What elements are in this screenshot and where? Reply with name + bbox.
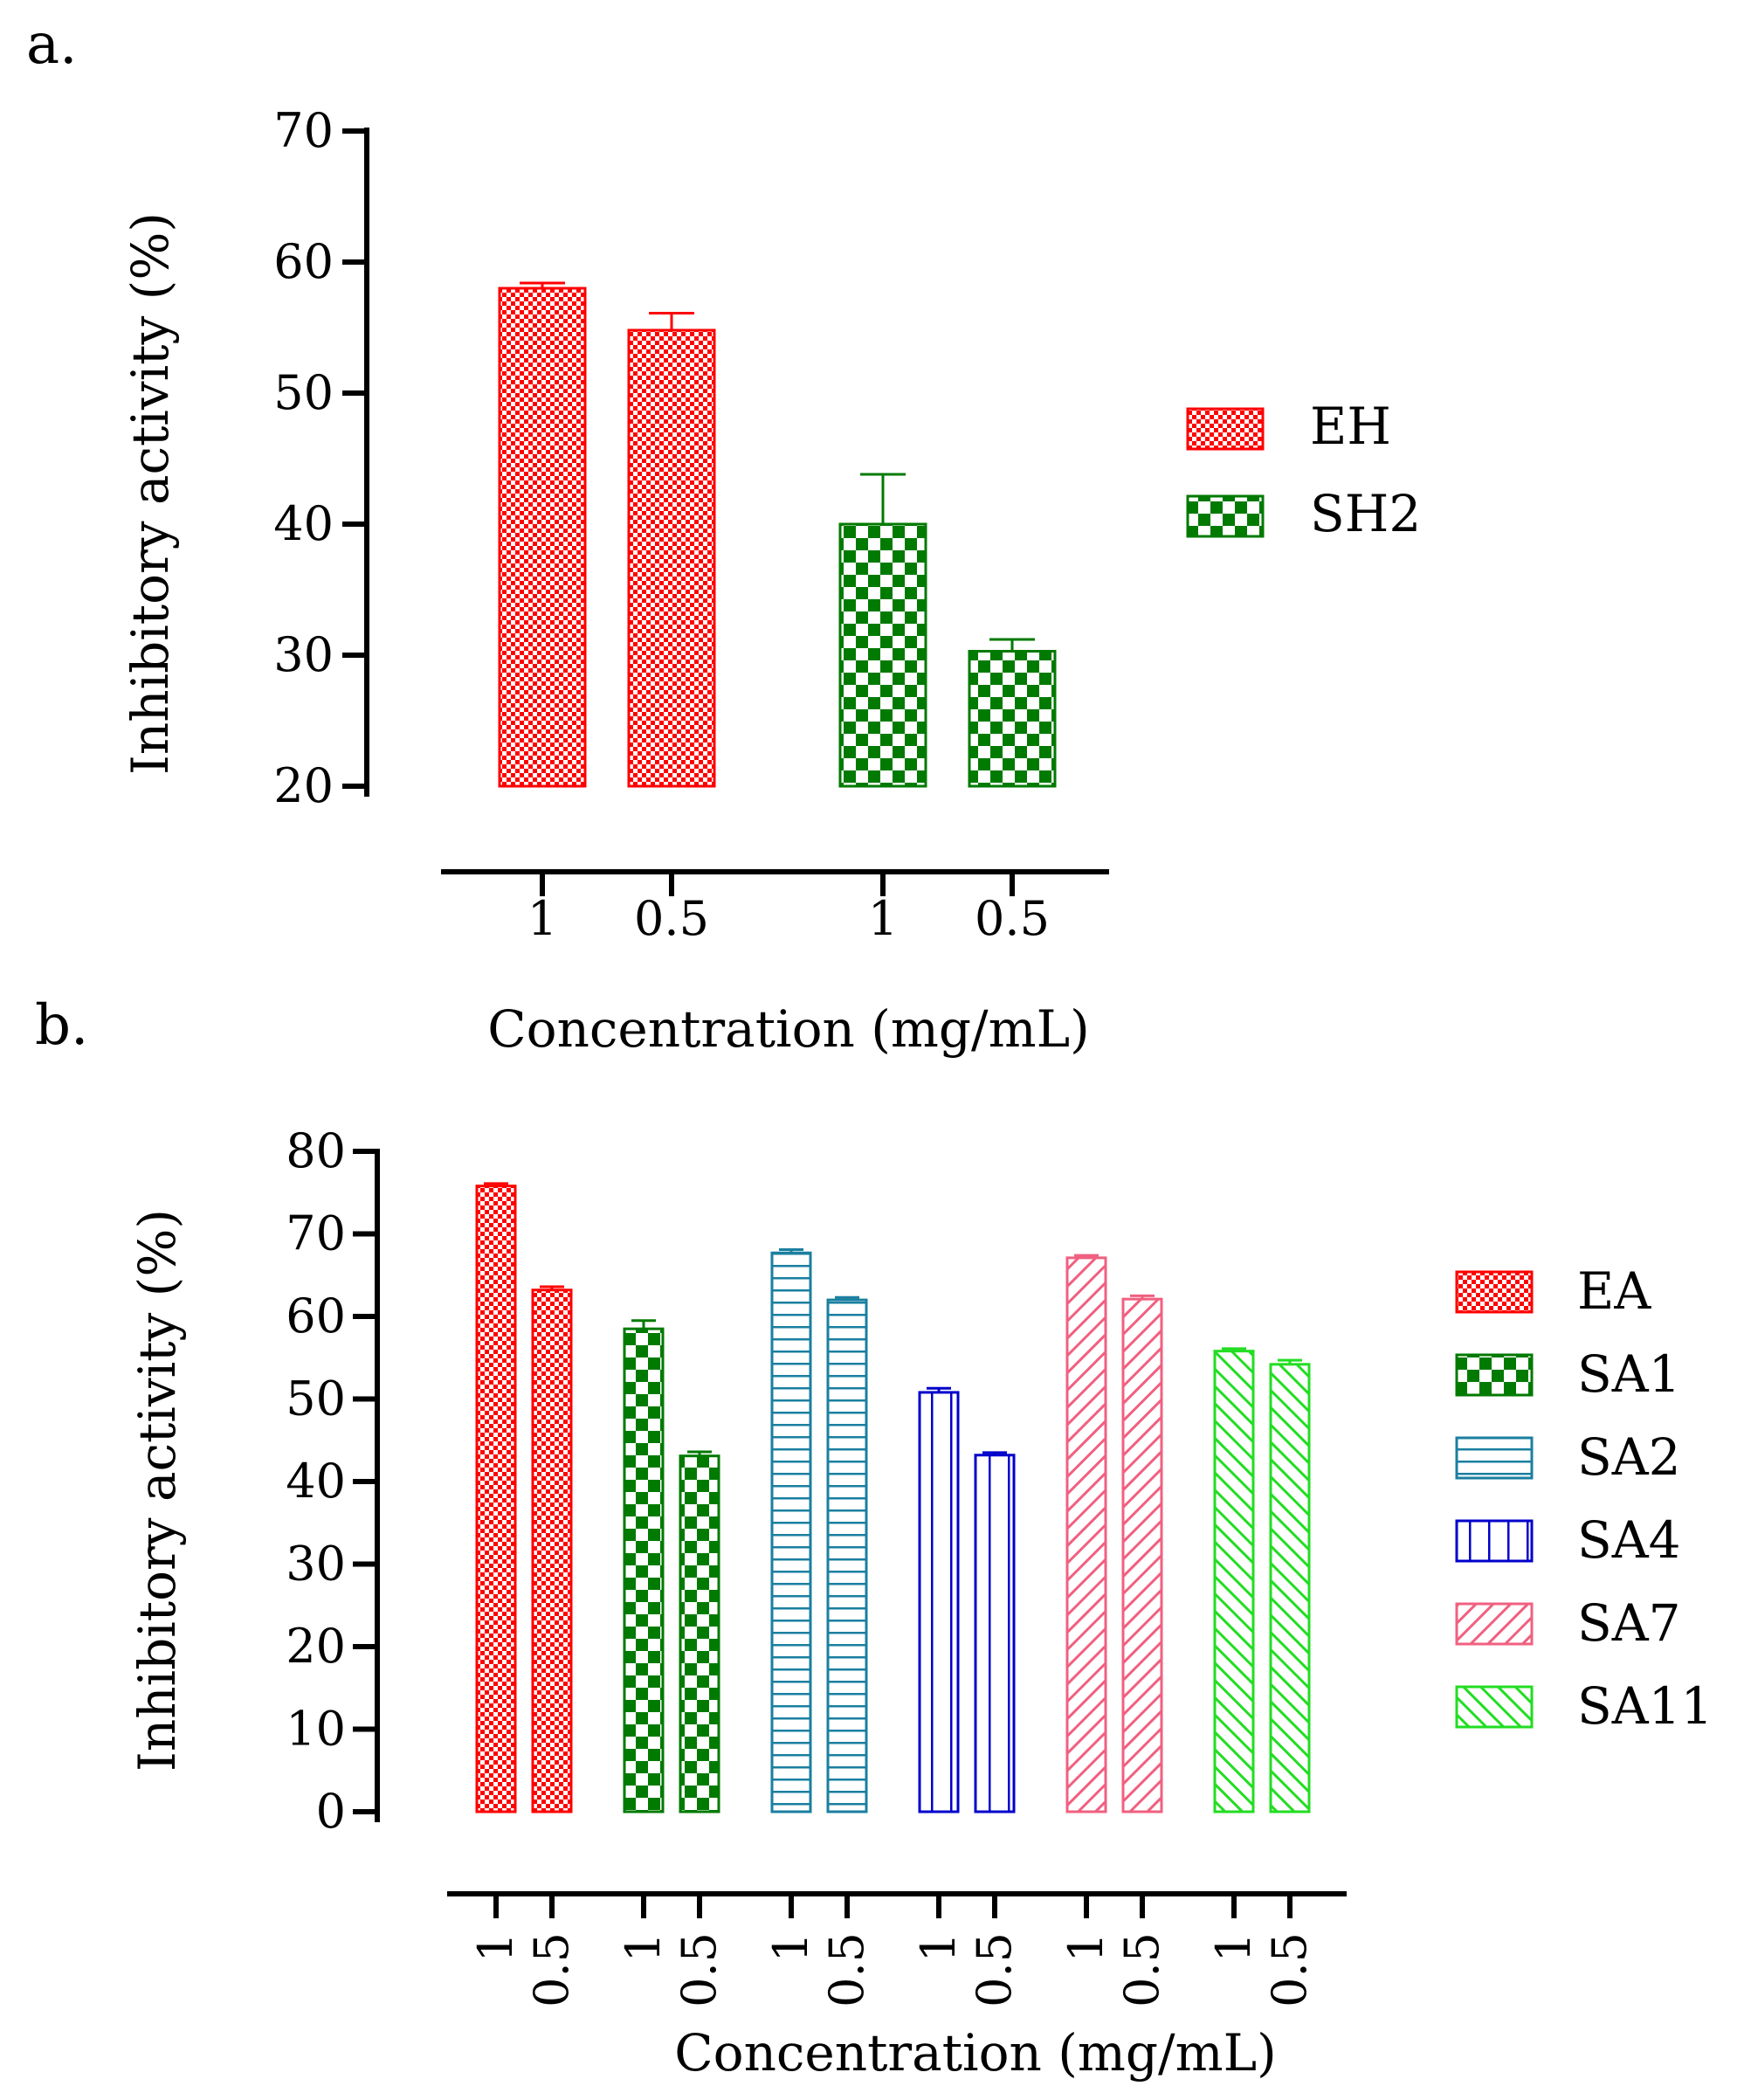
panel-a-x-tick-label: 1 [868,891,898,946]
panel-a-y-tick-label: 70 [273,103,334,158]
panel-a-legend-label-sh2: SH2 [1310,484,1421,543]
panel-b-legend-label-sa7: SA7 [1577,1593,1681,1653]
panel-b-y-tick-label: 80 [286,1123,346,1178]
panel-b: b. Inhibitory activity (%) 0 10 20 30 40 50 60… [35,993,1713,2083]
panel-a-y-tick-label: 20 [273,758,334,813]
panel-b-y-tick-label: 30 [286,1537,346,1592]
panel-b-y-tick-label: 40 [286,1454,346,1509]
panel-b-legend-label-sa1: SA1 [1577,1344,1681,1404]
panel-a-x-tick-label: 1 [527,891,557,946]
panel-b-legend-label-sa11: SA11 [1577,1676,1713,1736]
panel-b-bar-sa2-0_5 [826,1298,868,1813]
panel-a-legend-swatch-sh2 [1186,494,1265,538]
panel-a-y-axis-title: Inhibitory activity (%) [121,212,180,775]
panel-b-legend-swatch-sa11 [1455,1685,1534,1729]
panel-b-bar-sa4-0_5 [974,1454,1016,1813]
panel-b-bar-sa1-0_5 [679,1454,720,1813]
panel-a-y-tick-label: 30 [273,627,334,682]
panel-b-y-tick-label: 20 [286,1619,346,1674]
panel-a-bar-eh-1 [498,287,587,788]
panel-b-x-tick-label: 1 [763,1932,818,1962]
panel-b-legend-label-sa2: SA2 [1577,1427,1681,1487]
panel-b-x-tick-label: 0.5 [1114,1932,1169,2007]
panel-a-x-axis-title: Concentration (mg/mL) [487,999,1089,1059]
panel-a-bar-sh2-1 [838,522,927,788]
panel-b-x-ticks: 1 0.5 1 0.5 1 0.5 1 0.5 1 0.5 1 0.5 [468,1894,1317,2007]
panel-b-legend-swatch-sa4 [1455,1519,1534,1563]
panel-a-legend-swatch-eh [1186,407,1265,451]
panel-b-x-tick-label: 1 [1058,1932,1113,1962]
panel-b-legend-label-sa4: SA4 [1577,1510,1681,1570]
panel-b-x-tick-label: 0.5 [524,1932,579,2007]
panel-b-legend-swatch-sa2 [1455,1436,1534,1480]
panel-b-legend-swatch-sa1 [1455,1353,1534,1397]
panel-b-x-tick-label: 1 [1206,1932,1261,1962]
panel-b-bar-sa11-1 [1213,1350,1255,1813]
panel-b-bar-ea-0_5 [531,1288,573,1813]
panel-b-x-tick-label: 0.5 [967,1932,1022,2007]
panel-a-x-ticks: 1 0.5 1 0.5 [527,872,1050,946]
panel-a-y-tick-label: 50 [273,365,334,420]
panel-b-bar-ea-1 [475,1185,517,1813]
panel-a: a. Inhibitory activity (%) 203040506070 … [26,12,1421,1059]
panel-b-y-ticks: 0 10 20 30 40 50 60 70 80 [286,1123,380,1839]
panel-b-bar-sa4-1 [918,1391,960,1813]
panel-a-x-tick-label: 0.5 [634,891,709,946]
panel-b-legend-swatch-sa7 [1455,1602,1534,1646]
panel-a-bar-sh2-0_5 [968,650,1057,788]
panel-a-legend-label-eh: EH [1310,397,1391,456]
panel-b-x-tick-label: 0.5 [819,1932,874,2007]
panel-b-legend-label-ea: EA [1577,1261,1651,1321]
panel-b-bar-sa2-1 [770,1251,812,1813]
panel-b-legend-swatch-ea [1455,1270,1534,1314]
panel-a-bar-eh-0_5 [627,328,716,788]
panel-a-y-ticks: 20 30 40 50 60 70 [273,103,369,813]
panel-b-y-tick-label: 60 [286,1288,346,1344]
panel-b-legend: EA SA1 SA2 SA4 SA7 SA11 [1455,1261,1713,1736]
panel-b-bar-sa1-1 [623,1327,665,1813]
panel-b-x-tick-label: 0.5 [1262,1932,1317,2007]
panel-a-label: a. [26,12,78,77]
panel-b-label: b. [35,993,88,1058]
panel-a-y-tick-label: 60 [273,234,334,289]
panel-a-y-tick-label: 40 [273,496,334,551]
panel-b-x-tick-label: 1 [911,1932,966,1962]
panel-b-bar-sa11-0_5 [1269,1363,1311,1813]
panel-b-x-tick-label: 0.5 [672,1932,727,2007]
panel-b-x-axis-title: Concentration (mg/mL) [674,2023,1276,2083]
panel-b-x-tick-label: 1 [616,1932,671,1962]
panel-a-bars [498,281,1057,788]
panel-b-y-tick-label: 50 [286,1371,346,1426]
panel-b-x-tick-label: 1 [468,1932,523,1962]
panel-b-bar-sa7-0_5 [1121,1297,1163,1813]
panel-b-y-tick-label: 70 [286,1206,346,1261]
panel-a-legend: EH SH2 [1186,397,1421,543]
panel-a-x-tick-label: 0.5 [975,891,1050,946]
panel-b-y-tick-label: 10 [286,1702,346,1757]
panel-b-y-tick-label: 0 [316,1784,346,1839]
panel-b-y-axis-title: Inhibitory activity (%) [128,1209,187,1772]
panel-b-bars [475,1182,1311,1813]
panel-b-bar-sa7-1 [1065,1256,1107,1813]
